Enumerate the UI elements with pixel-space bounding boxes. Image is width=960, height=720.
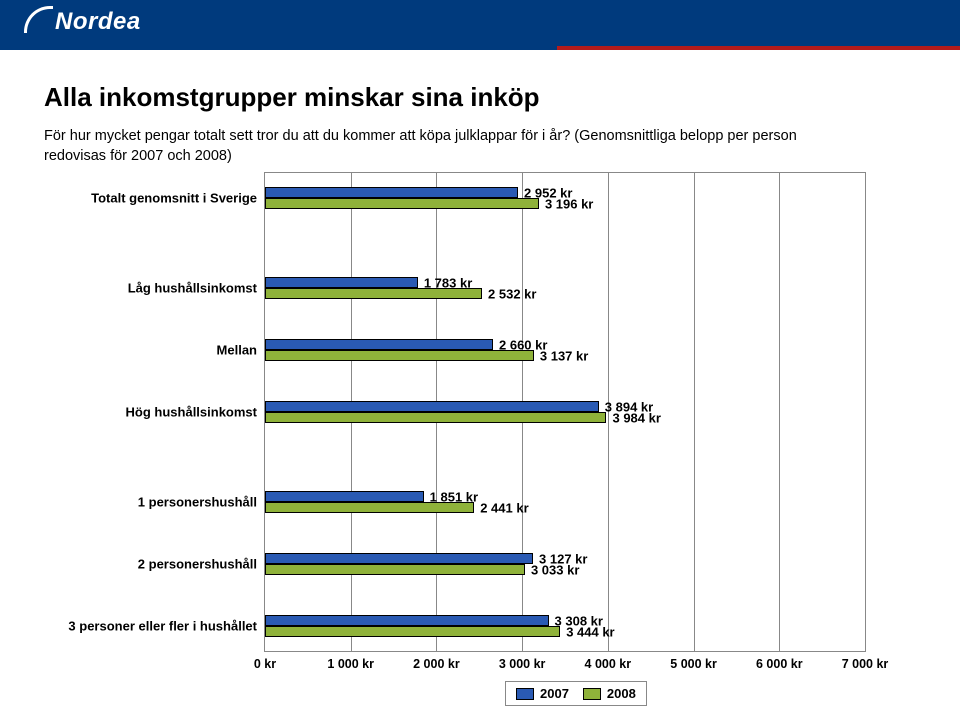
bar-value-label: 3 137 kr — [534, 348, 588, 363]
bar — [265, 339, 493, 350]
brand-logo: Nordea — [24, 6, 141, 36]
brand-header: Nordea — [0, 0, 960, 46]
x-tick-label: 0 kr — [254, 651, 276, 671]
legend-swatch — [583, 688, 601, 700]
bar — [265, 277, 418, 288]
x-tick-label: 7 000 kr — [842, 651, 889, 671]
bar — [265, 553, 533, 564]
legend-item: 2008 — [583, 686, 636, 701]
legend-label: 2008 — [607, 686, 636, 701]
bar-value-label: 2 532 kr — [482, 286, 536, 301]
gridline — [779, 173, 780, 651]
page-body: Alla inkomstgrupper minskar sina inköp F… — [0, 50, 960, 720]
legend-item: 2007 — [516, 686, 569, 701]
category-label: Mellan — [217, 343, 265, 358]
x-tick-label: 5 000 kr — [670, 651, 717, 671]
bar — [265, 350, 534, 361]
gridline — [694, 173, 695, 651]
x-tick-label: 1 000 kr — [327, 651, 374, 671]
bar — [265, 412, 606, 423]
bar — [265, 626, 560, 637]
legend-swatch — [516, 688, 534, 700]
bar-value-label: 3 033 kr — [525, 562, 579, 577]
page-title: Alla inkomstgrupper minskar sina inköp — [44, 82, 916, 113]
x-tick-label: 6 000 kr — [756, 651, 803, 671]
bar — [265, 491, 424, 502]
bar-value-label: 3 444 kr — [560, 624, 614, 639]
brand-name: Nordea — [55, 8, 141, 35]
category-label: 1 personershushåll — [138, 495, 265, 510]
logo-arc-icon — [24, 6, 53, 33]
bar — [265, 187, 518, 198]
category-label: Totalt genomsnitt i Sverige — [91, 191, 265, 206]
bar — [265, 288, 482, 299]
bar — [265, 564, 525, 575]
plot-area: 0 kr1 000 kr2 000 kr3 000 kr4 000 kr5 00… — [264, 172, 866, 652]
category-label: Låg hushållsinkomst — [128, 281, 265, 296]
bar — [265, 198, 539, 209]
bar-value-label: 3 984 kr — [606, 410, 660, 425]
gridline — [865, 173, 866, 651]
bar — [265, 615, 549, 626]
category-label: 2 personershushåll — [138, 557, 265, 572]
bar — [265, 502, 474, 513]
bar-value-label: 3 196 kr — [539, 196, 593, 211]
x-tick-label: 4 000 kr — [585, 651, 632, 671]
bar — [265, 401, 599, 412]
category-label: Hög hushållsinkomst — [126, 405, 265, 420]
category-label: 3 personer eller fler i hushållet — [68, 619, 265, 634]
legend: 2007 2008 — [505, 681, 647, 706]
bar-value-label: 2 441 kr — [474, 500, 528, 515]
legend-label: 2007 — [540, 686, 569, 701]
page-subtitle: För hur mycket pengar totalt sett tror d… — [44, 127, 804, 166]
x-tick-label: 2 000 kr — [413, 651, 460, 671]
x-tick-label: 3 000 kr — [499, 651, 546, 671]
spending-chart: 0 kr 1 000 kr 2 000 kr 3 000 kr 4 000 kr 5 00… — [44, 172, 916, 720]
